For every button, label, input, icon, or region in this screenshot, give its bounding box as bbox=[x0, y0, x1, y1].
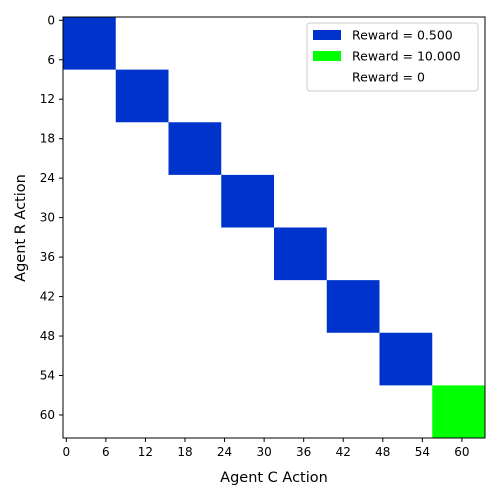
legend-swatch-1 bbox=[313, 30, 341, 40]
x-tick-label: 12 bbox=[138, 445, 153, 459]
x-tick-label: 48 bbox=[375, 445, 390, 459]
y-tick-label: 0 bbox=[47, 13, 55, 27]
legend-entry-label-1: Reward = 0.500 bbox=[352, 28, 453, 43]
x-tick-label: 24 bbox=[217, 445, 232, 459]
x-tick-label: 30 bbox=[256, 445, 271, 459]
y-tick-label: 18 bbox=[40, 132, 55, 146]
heatmap-cell-block-3 bbox=[168, 122, 222, 175]
heatmap-cell-block-2 bbox=[115, 69, 169, 123]
legend-box bbox=[306, 22, 479, 92]
y-tick-label: 30 bbox=[40, 211, 55, 225]
legend: Reward = 0.500 Reward = 10.000 Reward = 0 bbox=[306, 22, 479, 92]
cells-layer bbox=[63, 17, 485, 439]
legend-swatch-3 bbox=[313, 72, 341, 82]
y-tick-label: 60 bbox=[40, 408, 55, 422]
y-tick-label: 12 bbox=[40, 92, 55, 106]
heatmap-cell-block-6 bbox=[326, 280, 380, 333]
legend-swatch-2 bbox=[313, 51, 341, 61]
plot-frame bbox=[62, 16, 486, 439]
y-tick-label: 54 bbox=[40, 369, 55, 383]
x-tick-label: 36 bbox=[296, 445, 311, 459]
heatmap-cell-block-7 bbox=[379, 332, 433, 386]
x-axis-ticks: 0 6 12 18 24 30 36 42 48 54 60 bbox=[62, 438, 470, 459]
y-axis-label: Agent R Action bbox=[13, 174, 29, 282]
heatmap-cell-block-4 bbox=[221, 174, 274, 228]
y-tick-label: 48 bbox=[40, 329, 55, 343]
x-axis-label: Agent C Action bbox=[220, 470, 328, 486]
x-tick-label: 18 bbox=[177, 445, 192, 459]
x-tick-label: 54 bbox=[415, 445, 430, 459]
x-tick-label: 0 bbox=[62, 445, 70, 459]
heatmap-cell-block-5 bbox=[274, 227, 327, 281]
y-tick-label: 42 bbox=[40, 290, 55, 304]
legend-entry-label-2: Reward = 10.000 bbox=[352, 49, 461, 64]
y-tick-label: 36 bbox=[40, 250, 55, 264]
y-tick-label: 6 bbox=[47, 53, 55, 67]
heatmap-cell-block-1 bbox=[63, 17, 116, 70]
x-tick-label: 6 bbox=[102, 445, 110, 459]
x-tick-label: 42 bbox=[336, 445, 351, 459]
x-tick-label: 60 bbox=[454, 445, 469, 459]
heatmap-cell-block-8 bbox=[432, 385, 485, 439]
legend-entry-label-3: Reward = 0 bbox=[352, 70, 425, 85]
y-axis-ticks: 0 6 12 18 24 30 36 42 48 54 60 bbox=[40, 13, 63, 422]
y-tick-label: 24 bbox=[40, 171, 55, 185]
